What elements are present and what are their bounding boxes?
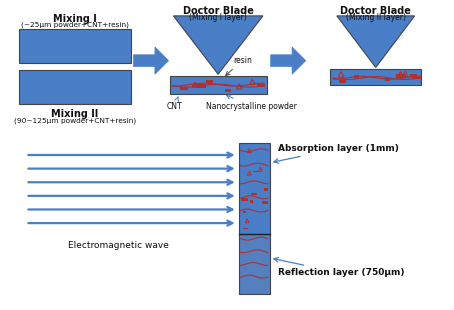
- Bar: [330, 69, 421, 85]
- Polygon shape: [173, 16, 263, 74]
- Bar: [396, 74, 406, 78]
- Bar: [19, 70, 131, 104]
- Bar: [263, 188, 268, 191]
- Bar: [192, 84, 203, 86]
- Bar: [180, 87, 188, 91]
- Polygon shape: [337, 16, 415, 68]
- Bar: [262, 201, 268, 204]
- Text: (~25μm powder+CNT+resin): (~25μm powder+CNT+resin): [21, 22, 128, 28]
- Text: (90~125μm powder+CNT+resin): (90~125μm powder+CNT+resin): [14, 117, 136, 124]
- Polygon shape: [271, 47, 306, 74]
- Bar: [239, 234, 270, 294]
- Bar: [225, 89, 231, 92]
- Text: Electromagnetic wave: Electromagnetic wave: [68, 241, 168, 250]
- Text: resin: resin: [226, 55, 252, 76]
- Polygon shape: [133, 47, 168, 74]
- Text: Reflection layer (750μm): Reflection layer (750μm): [274, 258, 404, 277]
- Bar: [250, 201, 253, 203]
- Text: Mixing II: Mixing II: [51, 109, 98, 119]
- Bar: [241, 198, 247, 201]
- Text: Nanocrystalline powder: Nanocrystalline powder: [207, 95, 297, 111]
- Text: (Mixing I layer): (Mixing I layer): [189, 13, 247, 22]
- Bar: [169, 76, 267, 94]
- Text: CNT: CNT: [167, 97, 182, 111]
- Bar: [411, 76, 420, 79]
- Bar: [355, 75, 359, 78]
- Bar: [243, 228, 248, 229]
- Text: Doctor Blade: Doctor Blade: [340, 6, 411, 16]
- Text: Doctor Blade: Doctor Blade: [183, 6, 254, 16]
- Bar: [257, 85, 266, 86]
- Bar: [243, 211, 246, 213]
- Bar: [339, 80, 346, 83]
- Text: Mixing I: Mixing I: [53, 14, 97, 24]
- Bar: [206, 80, 213, 83]
- Bar: [385, 78, 390, 81]
- Bar: [251, 193, 257, 195]
- Bar: [239, 143, 270, 234]
- Bar: [19, 29, 131, 63]
- Text: (Mixing II layer): (Mixing II layer): [346, 13, 406, 22]
- Bar: [253, 171, 260, 172]
- Bar: [410, 74, 417, 78]
- Bar: [197, 84, 206, 88]
- Text: Absorption layer (1mm): Absorption layer (1mm): [274, 144, 398, 163]
